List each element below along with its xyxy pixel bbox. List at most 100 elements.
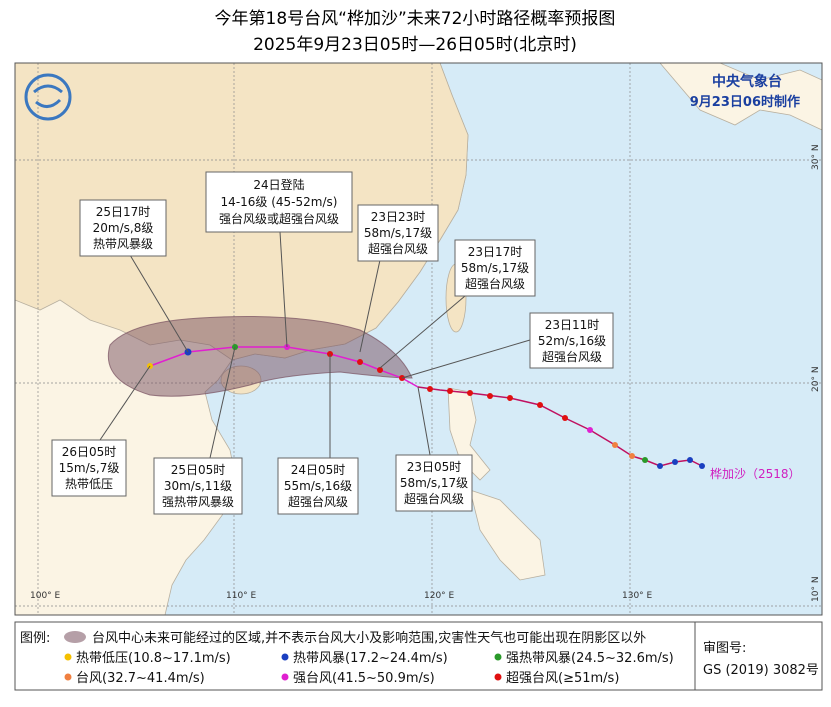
callout-line: 14-16级 (45-52m/s) bbox=[221, 195, 338, 209]
legend-swatch bbox=[494, 653, 502, 661]
shape bbox=[129, 254, 189, 353]
track-point bbox=[657, 463, 663, 469]
lat-label: 20° N bbox=[811, 366, 821, 392]
callout: 23日05时 58m/s,17级 超强台风级 bbox=[395, 386, 473, 512]
subtitle: 2025年9月23日05时—26日05时(北京时) bbox=[253, 35, 577, 55]
legend-cone-swatch bbox=[64, 631, 86, 643]
callout-line: 23日23时 bbox=[371, 210, 426, 224]
callout-line: 超强台风级 bbox=[465, 276, 525, 291]
callout-line: 超强台风级 bbox=[404, 491, 464, 506]
lon-label: 100° E bbox=[30, 591, 61, 601]
track-point bbox=[447, 388, 453, 394]
callout-line: 52m/s,16级 bbox=[538, 334, 606, 348]
legend-item: 台风(32.7~41.4m/s) bbox=[76, 671, 205, 686]
callout-line: 20m/s,8级 bbox=[93, 221, 154, 235]
map: 100° E 110° E 120° E 130° E 10° N 20° N … bbox=[14, 62, 823, 616]
callout-line: 25日17时 bbox=[96, 205, 151, 219]
callout-line: 24日05时 bbox=[291, 463, 346, 477]
callout-line: 超强台风级 bbox=[542, 349, 602, 364]
track-point bbox=[467, 390, 473, 396]
track-point bbox=[699, 463, 705, 469]
track-point bbox=[612, 442, 618, 448]
callout-line: 超强台风级 bbox=[368, 241, 428, 256]
callout: 23日17时 58m/s,17级 超强台风级 bbox=[379, 239, 536, 369]
shape bbox=[99, 365, 151, 441]
shape bbox=[529, 312, 614, 369]
legend-swatch bbox=[64, 673, 72, 681]
callout-line: 强台风级或超强台风级 bbox=[219, 211, 339, 226]
callout: 25日05时 30m/s,11级 强热带风暴级 bbox=[153, 346, 243, 515]
legend: 图例: 台风中心未来可能经过的区域,并不表示台风大小及影响范围,灾害性天气也可能… bbox=[14, 621, 823, 691]
shape bbox=[379, 295, 466, 369]
logo bbox=[24, 73, 72, 121]
issued: 9月23日06时制作 bbox=[690, 94, 800, 110]
track-point bbox=[537, 402, 543, 408]
shape bbox=[401, 339, 531, 379]
lon-label: 110° E bbox=[226, 591, 257, 601]
track-point bbox=[687, 457, 693, 463]
shape bbox=[357, 204, 439, 262]
legend-title: 图例: bbox=[20, 631, 50, 646]
callout-line: 58m/s,17级 bbox=[400, 476, 468, 490]
approval-number: GS (2019) 3082号 bbox=[703, 663, 819, 678]
callout: 25日17时 20m/s,8级 热带风暴级 bbox=[79, 199, 189, 353]
callout-line: 58m/s,17级 bbox=[364, 226, 432, 240]
agency: 中央气象台 bbox=[712, 73, 782, 90]
lon-label: 120° E bbox=[424, 591, 455, 601]
legend-swatch bbox=[281, 673, 289, 681]
logo bbox=[33, 84, 63, 108]
shape bbox=[359, 259, 381, 353]
callout-line: 15m/s,7级 bbox=[59, 461, 120, 475]
callout-line: 26日05时 bbox=[62, 445, 117, 459]
callout-line: 热带低压 bbox=[65, 477, 113, 491]
track-point bbox=[562, 415, 568, 421]
track-point bbox=[629, 453, 635, 459]
shape bbox=[277, 457, 359, 515]
shape bbox=[51, 439, 127, 497]
approval-label: 审图号: bbox=[703, 641, 746, 656]
legend-item: 强台风(41.5~50.9m/s) bbox=[293, 671, 435, 686]
callout-line: 超强台风级 bbox=[288, 494, 348, 509]
track-point bbox=[642, 457, 648, 463]
track-point bbox=[487, 393, 493, 399]
callout-line: 23日05时 bbox=[407, 460, 462, 474]
shape bbox=[279, 231, 288, 348]
callout-line: 热带风暴级 bbox=[93, 237, 153, 251]
legend-item: 热带低压(10.8~17.1m/s) bbox=[76, 651, 231, 666]
shape bbox=[417, 386, 431, 456]
shape bbox=[153, 457, 243, 515]
callout-line: 强热带风暴级 bbox=[162, 495, 234, 509]
shape bbox=[79, 199, 167, 257]
shape bbox=[209, 346, 236, 459]
past-points bbox=[427, 386, 705, 469]
callout: 26日05时 15m/s,7级 热带低压 bbox=[51, 365, 151, 497]
legend-swatch bbox=[281, 653, 289, 661]
shape bbox=[395, 454, 473, 512]
track-point bbox=[357, 359, 363, 365]
legend-swatch bbox=[64, 653, 72, 661]
map-frame bbox=[14, 62, 823, 616]
track-point bbox=[587, 427, 593, 433]
philippines bbox=[447, 387, 546, 581]
track-point bbox=[427, 386, 433, 392]
callout-line: 55m/s,16级 bbox=[284, 479, 352, 493]
callout: 24日登陆 14-16级 (45-52m/s) 强台风级或超强台风级 bbox=[205, 171, 353, 348]
lat-label: 10° N bbox=[811, 576, 821, 602]
shape bbox=[454, 239, 536, 297]
callout-line: 23日17时 bbox=[468, 245, 523, 259]
callout: 23日23时 58m/s,17级 超强台风级 bbox=[357, 204, 439, 353]
lon-label: 130° E bbox=[622, 591, 653, 601]
callout: 24日05时 55m/s,16级 超强台风级 bbox=[277, 354, 359, 515]
track-point bbox=[507, 395, 513, 401]
title: 今年第18号台风“桦加沙”未来72小时路径概率预报图 bbox=[215, 9, 616, 29]
callout-line: 25日05时 bbox=[171, 463, 226, 477]
probability-cone bbox=[108, 316, 413, 397]
legend-item: 热带风暴(17.2~24.4m/s) bbox=[293, 651, 448, 666]
lat-label: 30° N bbox=[811, 144, 821, 170]
legend-frame bbox=[14, 621, 823, 691]
callout: 23日11时 52m/s,16级 超强台风级 bbox=[401, 312, 614, 379]
legend-swatch bbox=[494, 673, 502, 681]
shape bbox=[205, 171, 353, 233]
legend-item: 超强台风(≥51m/s) bbox=[506, 671, 619, 686]
